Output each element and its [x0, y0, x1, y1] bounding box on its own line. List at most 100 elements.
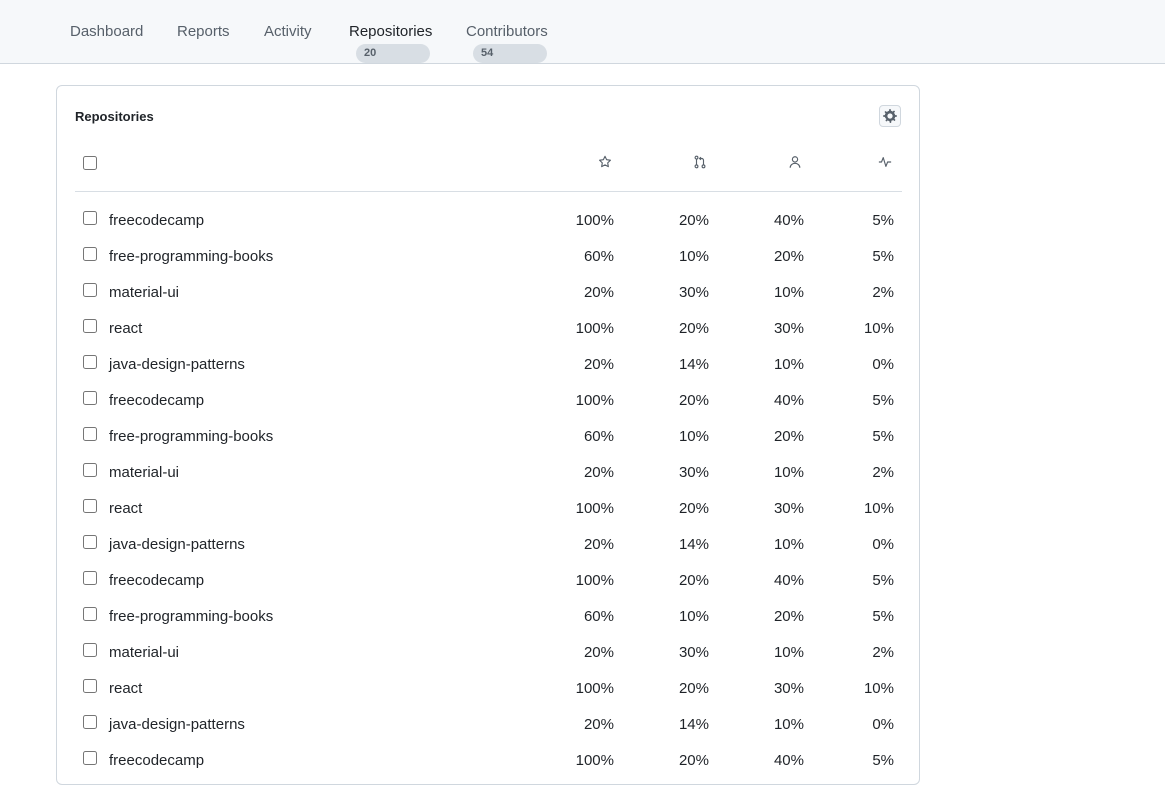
repository-name[interactable]: free-programming-books	[109, 428, 274, 445]
stars-value: 20%	[583, 716, 614, 733]
tab-label: Repositories	[349, 23, 433, 40]
activity-value: 5%	[872, 248, 894, 265]
repository-name[interactable]: java-design-patterns	[109, 716, 245, 733]
row-checkbox[interactable]	[83, 679, 97, 693]
table-row: freecodecamp 100% 20% 40% 5%	[75, 200, 902, 236]
tab-label: Dashboard	[70, 23, 144, 40]
repository-name[interactable]: freecodecamp	[109, 392, 205, 409]
stars-value: 60%	[583, 248, 614, 265]
repositories-panel: Repositories freecodecamp 100% 20% 40% 5% fre…	[56, 85, 920, 785]
activity-value: 10%	[863, 500, 894, 517]
row-checkbox[interactable]	[83, 283, 97, 297]
table-row: java-design-patterns 20% 14% 10% 0%	[75, 704, 902, 740]
contributors-value: 10%	[773, 644, 804, 661]
stars-value: 100%	[575, 320, 614, 337]
activity-value: 0%	[872, 536, 894, 553]
stars-value: 100%	[575, 500, 614, 517]
repository-name[interactable]: freecodecamp	[109, 212, 205, 229]
pull-requests-value: 20%	[678, 500, 709, 517]
select-all-checkbox[interactable]	[83, 156, 97, 170]
pull-requests-value: 10%	[678, 428, 709, 445]
row-checkbox[interactable]	[83, 319, 97, 333]
tab-dashboard[interactable]: Dashboard	[70, 23, 143, 40]
pull-requests-value: 14%	[678, 536, 709, 553]
repository-name[interactable]: material-ui	[109, 464, 180, 481]
activity-value: 10%	[863, 680, 894, 697]
activity-value: 10%	[863, 320, 894, 337]
table-row: free-programming-books 60% 10% 20% 5%	[75, 236, 902, 272]
tab-label: Activity	[264, 23, 312, 40]
pull-requests-value: 10%	[678, 608, 709, 625]
contributors-value: 30%	[773, 680, 804, 697]
activity-value: 5%	[872, 212, 894, 229]
tab-count-badge: 20	[356, 44, 430, 63]
tab-repositories[interactable]: Repositories 20	[349, 23, 433, 63]
row-checkbox[interactable]	[83, 715, 97, 729]
contributors-value: 10%	[773, 356, 804, 373]
pull-requests-value: 10%	[678, 248, 709, 265]
star-icon	[597, 154, 613, 170]
repository-name[interactable]: react	[109, 500, 143, 517]
table-header	[75, 146, 902, 192]
row-checkbox[interactable]	[83, 463, 97, 477]
contributors-value: 40%	[773, 572, 804, 589]
pull-requests-value: 30%	[678, 464, 709, 481]
table-row: material-ui 20% 30% 10% 2%	[75, 272, 902, 308]
pull-requests-value: 20%	[678, 572, 709, 589]
pull-requests-value: 14%	[678, 356, 709, 373]
row-checkbox[interactable]	[83, 391, 97, 405]
table-row: react 100% 20% 30% 10%	[75, 308, 902, 344]
stars-value: 100%	[575, 680, 614, 697]
contributors-value: 40%	[773, 752, 804, 769]
pull-requests-value: 30%	[678, 644, 709, 661]
contributors-value: 10%	[773, 284, 804, 301]
row-checkbox[interactable]	[83, 751, 97, 765]
pull-requests-value: 20%	[678, 680, 709, 697]
repository-name[interactable]: react	[109, 320, 143, 337]
table-row: free-programming-books 60% 10% 20% 5%	[75, 416, 902, 452]
row-checkbox[interactable]	[83, 499, 97, 513]
tab-contributors[interactable]: Contributors 54	[466, 23, 548, 63]
repository-name[interactable]: freecodecamp	[109, 572, 205, 589]
row-checkbox[interactable]	[83, 643, 97, 657]
repository-name[interactable]: react	[109, 680, 143, 697]
settings-button[interactable]	[879, 105, 901, 127]
tab-count-badge: 54	[473, 44, 547, 63]
repository-list: freecodecamp 100% 20% 40% 5% free-programming…	[75, 200, 902, 776]
row-checkbox[interactable]	[83, 247, 97, 261]
repository-name[interactable]: freecodecamp	[109, 752, 205, 769]
activity-value: 5%	[872, 608, 894, 625]
activity-value: 0%	[872, 716, 894, 733]
gear-icon	[883, 109, 897, 123]
row-checkbox[interactable]	[83, 211, 97, 225]
table-row: free-programming-books 60% 10% 20% 5%	[75, 596, 902, 632]
repository-name[interactable]: material-ui	[109, 644, 180, 661]
tab-activity[interactable]: Activity	[264, 23, 312, 40]
row-checkbox[interactable]	[83, 535, 97, 549]
contributors-value: 40%	[773, 212, 804, 229]
row-checkbox[interactable]	[83, 607, 97, 621]
row-checkbox[interactable]	[83, 427, 97, 441]
row-checkbox[interactable]	[83, 355, 97, 369]
pull-requests-value: 20%	[678, 392, 709, 409]
repository-name[interactable]: java-design-patterns	[109, 536, 245, 553]
activity-value: 5%	[872, 428, 894, 445]
row-checkbox[interactable]	[83, 571, 97, 585]
repository-name[interactable]: material-ui	[109, 284, 180, 301]
contributors-value: 30%	[773, 320, 804, 337]
repository-name[interactable]: free-programming-books	[109, 248, 274, 265]
stars-value: 20%	[583, 356, 614, 373]
repository-name[interactable]: java-design-patterns	[109, 356, 245, 373]
activity-value: 2%	[872, 644, 894, 661]
tab-label: Contributors	[466, 23, 548, 40]
pull-requests-value: 20%	[678, 752, 709, 769]
pulse-icon	[877, 154, 893, 170]
repository-name[interactable]: free-programming-books	[109, 608, 274, 625]
table-row: react 100% 20% 30% 10%	[75, 668, 902, 704]
table-row: freecodecamp 100% 20% 40% 5%	[75, 560, 902, 596]
activity-value: 2%	[872, 284, 894, 301]
tab-reports[interactable]: Reports	[177, 23, 230, 40]
contributors-value: 10%	[773, 716, 804, 733]
contributors-value: 40%	[773, 392, 804, 409]
stars-value: 20%	[583, 284, 614, 301]
